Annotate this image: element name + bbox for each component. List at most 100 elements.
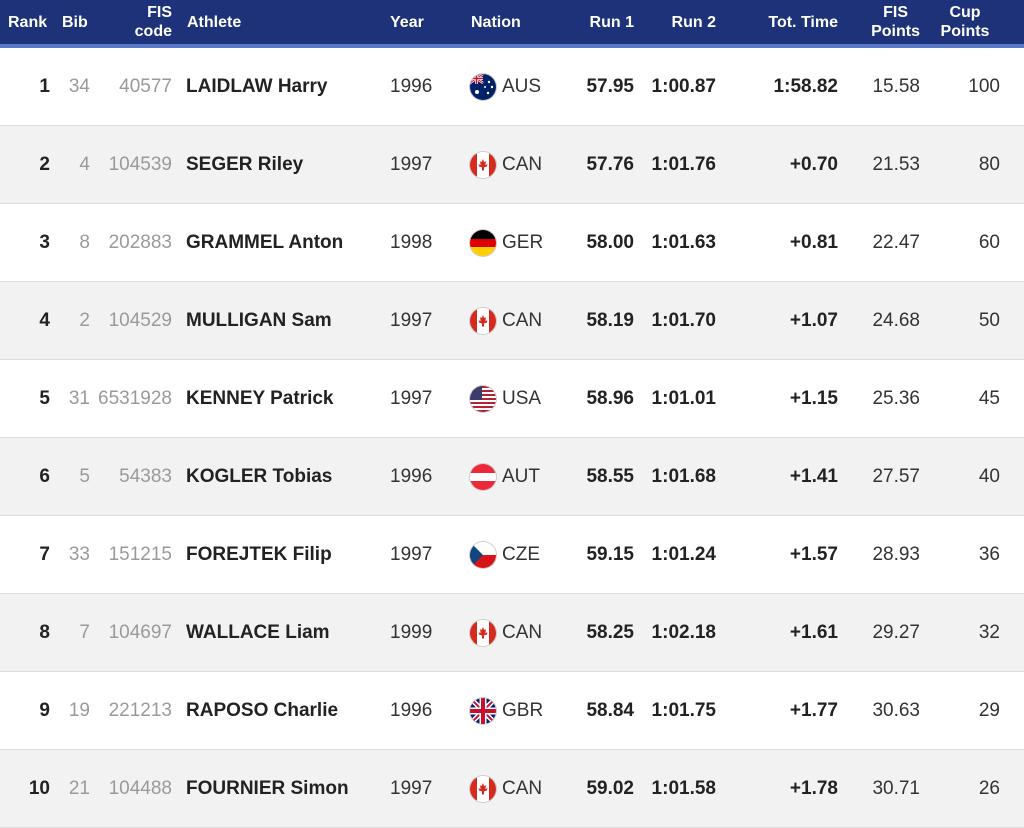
tot-time-cell: +0.81 <box>789 231 838 253</box>
nation-cell: CAN <box>470 750 560 827</box>
run1-cell: 57.95 <box>586 75 634 97</box>
bib-cell: 4 <box>79 153 90 175</box>
table-row[interactable]: 9 19 221213 RAPOSO Charlie 1996 GBR 58.8… <box>0 672 1024 750</box>
can-flag-icon <box>470 619 496 646</box>
header-cup-points[interactable]: Cup Points <box>930 0 1000 44</box>
header-bib[interactable]: Bib <box>62 13 88 31</box>
rank-cell: 4 <box>39 309 50 331</box>
rank-cell: 6 <box>39 465 50 487</box>
cup-points-cell: 50 <box>978 309 1000 331</box>
header-year[interactable]: Year <box>390 13 424 31</box>
run1-cell: 58.55 <box>586 465 634 487</box>
athlete-name-link[interactable]: MULLIGAN Sam <box>186 309 332 331</box>
fis-points-cell: 28.93 <box>872 543 920 565</box>
rank-cell: 7 <box>39 543 50 565</box>
header-run1[interactable]: Run 1 <box>589 13 634 31</box>
year-cell: 1998 <box>390 231 433 253</box>
athlete-name-link[interactable]: FOURNIER Simon <box>186 777 349 799</box>
nation-cell: GBR <box>470 672 560 749</box>
run2-cell: 1:01.70 <box>651 309 716 331</box>
athlete-name-link[interactable]: KENNEY Patrick <box>186 387 334 409</box>
run2-cell: 1:01.76 <box>651 153 716 175</box>
header-fis-points-line1: FIS <box>883 4 908 21</box>
run1-cell: 59.15 <box>586 543 634 565</box>
nation-cell: CAN <box>470 282 560 359</box>
rank-cell: 1 <box>39 75 50 97</box>
table-row[interactable]: 10 21 104488 FOURNIER Simon 1997 CAN 59.… <box>0 750 1024 828</box>
cup-points-cell: 60 <box>978 231 1000 253</box>
aus-flag-icon <box>470 73 496 100</box>
run1-cell: 59.02 <box>586 777 634 799</box>
table-row[interactable]: 8 7 104697 WALLACE Liam 1999 CAN 58.25 1… <box>0 594 1024 672</box>
run2-cell: 1:01.01 <box>651 387 716 409</box>
tot-time-cell: +1.07 <box>789 309 838 331</box>
athlete-name-link[interactable]: FOREJTEK Filip <box>186 543 332 565</box>
rank-cell: 10 <box>28 777 50 799</box>
nation-code: AUT <box>502 465 540 487</box>
athlete-name-link[interactable]: LAIDLAW Harry <box>186 75 328 97</box>
cup-points-cell: 40 <box>978 465 1000 487</box>
cup-points-cell: 80 <box>978 153 1000 175</box>
can-flag-icon <box>470 307 496 334</box>
year-cell: 1997 <box>390 543 433 565</box>
nation-code: CAN <box>502 153 543 175</box>
usa-flag-icon <box>470 385 496 412</box>
year-cell: 1997 <box>390 153 433 175</box>
nation-cell: CZE <box>470 516 560 593</box>
header-rank[interactable]: Rank <box>8 13 48 31</box>
cup-points-cell: 32 <box>978 621 1000 643</box>
table-row[interactable]: 7 33 151215 FOREJTEK Filip 1997 CZE 59.1… <box>0 516 1024 594</box>
fis-code-cell: 104529 <box>108 309 172 331</box>
run1-cell: 58.96 <box>586 387 634 409</box>
athlete-name-link[interactable]: WALLACE Liam <box>186 621 330 643</box>
table-body: 1 34 40577 LAIDLAW Harry 1996 AUS 57.95 … <box>0 48 1024 828</box>
rank-cell: 9 <box>39 699 50 721</box>
cze-flag-icon <box>470 541 496 568</box>
header-athlete[interactable]: Athlete <box>187 13 242 31</box>
year-cell: 1996 <box>390 75 433 97</box>
bib-cell: 34 <box>68 75 90 97</box>
cup-points-cell: 26 <box>978 777 1000 799</box>
run1-cell: 58.00 <box>586 231 634 253</box>
nation-cell: AUS <box>470 48 560 125</box>
header-fis-code[interactable]: FIS code <box>120 0 172 44</box>
table-row[interactable]: 6 5 54383 KOGLER Tobias 1996 AUT 58.55 1… <box>0 438 1024 516</box>
table-row[interactable]: 5 31 6531928 KENNEY Patrick 1997 USA 58.… <box>0 360 1024 438</box>
header-fis-points[interactable]: FIS Points <box>850 0 920 44</box>
aut-flag-icon <box>470 463 496 490</box>
header-nation[interactable]: Nation <box>471 13 521 31</box>
fis-points-cell: 24.68 <box>872 309 920 331</box>
year-cell: 1996 <box>390 465 433 487</box>
fis-points-cell: 15.58 <box>872 75 920 97</box>
fis-code-cell: 104488 <box>108 777 172 799</box>
fis-code-cell: 54383 <box>119 465 172 487</box>
fis-code-cell: 221213 <box>108 699 172 721</box>
table-row[interactable]: 1 34 40577 LAIDLAW Harry 1996 AUS 57.95 … <box>0 48 1024 126</box>
rank-cell: 3 <box>39 231 50 253</box>
header-run2[interactable]: Run 2 <box>671 13 716 31</box>
header-tot-time[interactable]: Tot. Time <box>768 13 838 31</box>
table-row[interactable]: 3 8 202883 GRAMMEL Anton 1998 GER 58.00 … <box>0 204 1024 282</box>
table-row[interactable]: 2 4 104539 SEGER Riley 1997 CAN 57.76 1:… <box>0 126 1024 204</box>
rank-cell: 8 <box>39 621 50 643</box>
can-flag-icon <box>470 775 496 802</box>
tot-time-cell: +1.78 <box>789 777 838 799</box>
nation-cell: GER <box>470 204 560 281</box>
bib-cell: 7 <box>79 621 90 643</box>
nation-cell: USA <box>470 360 560 437</box>
fis-points-cell: 29.27 <box>872 621 920 643</box>
run2-cell: 1:02.18 <box>651 621 716 643</box>
cup-points-cell: 36 <box>978 543 1000 565</box>
ger-flag-icon <box>470 229 496 256</box>
bib-cell: 33 <box>68 543 90 565</box>
athlete-name-link[interactable]: SEGER Riley <box>186 153 304 175</box>
year-cell: 1997 <box>390 777 433 799</box>
athlete-name-link[interactable]: RAPOSO Charlie <box>186 699 339 721</box>
fis-points-cell: 27.57 <box>872 465 920 487</box>
athlete-name-link[interactable]: KOGLER Tobias <box>186 465 333 487</box>
nation-cell: CAN <box>470 126 560 203</box>
athlete-name-link[interactable]: GRAMMEL Anton <box>186 231 344 253</box>
year-cell: 1997 <box>390 309 433 331</box>
table-row[interactable]: 4 2 104529 MULLIGAN Sam 1997 CAN 58.19 1… <box>0 282 1024 360</box>
